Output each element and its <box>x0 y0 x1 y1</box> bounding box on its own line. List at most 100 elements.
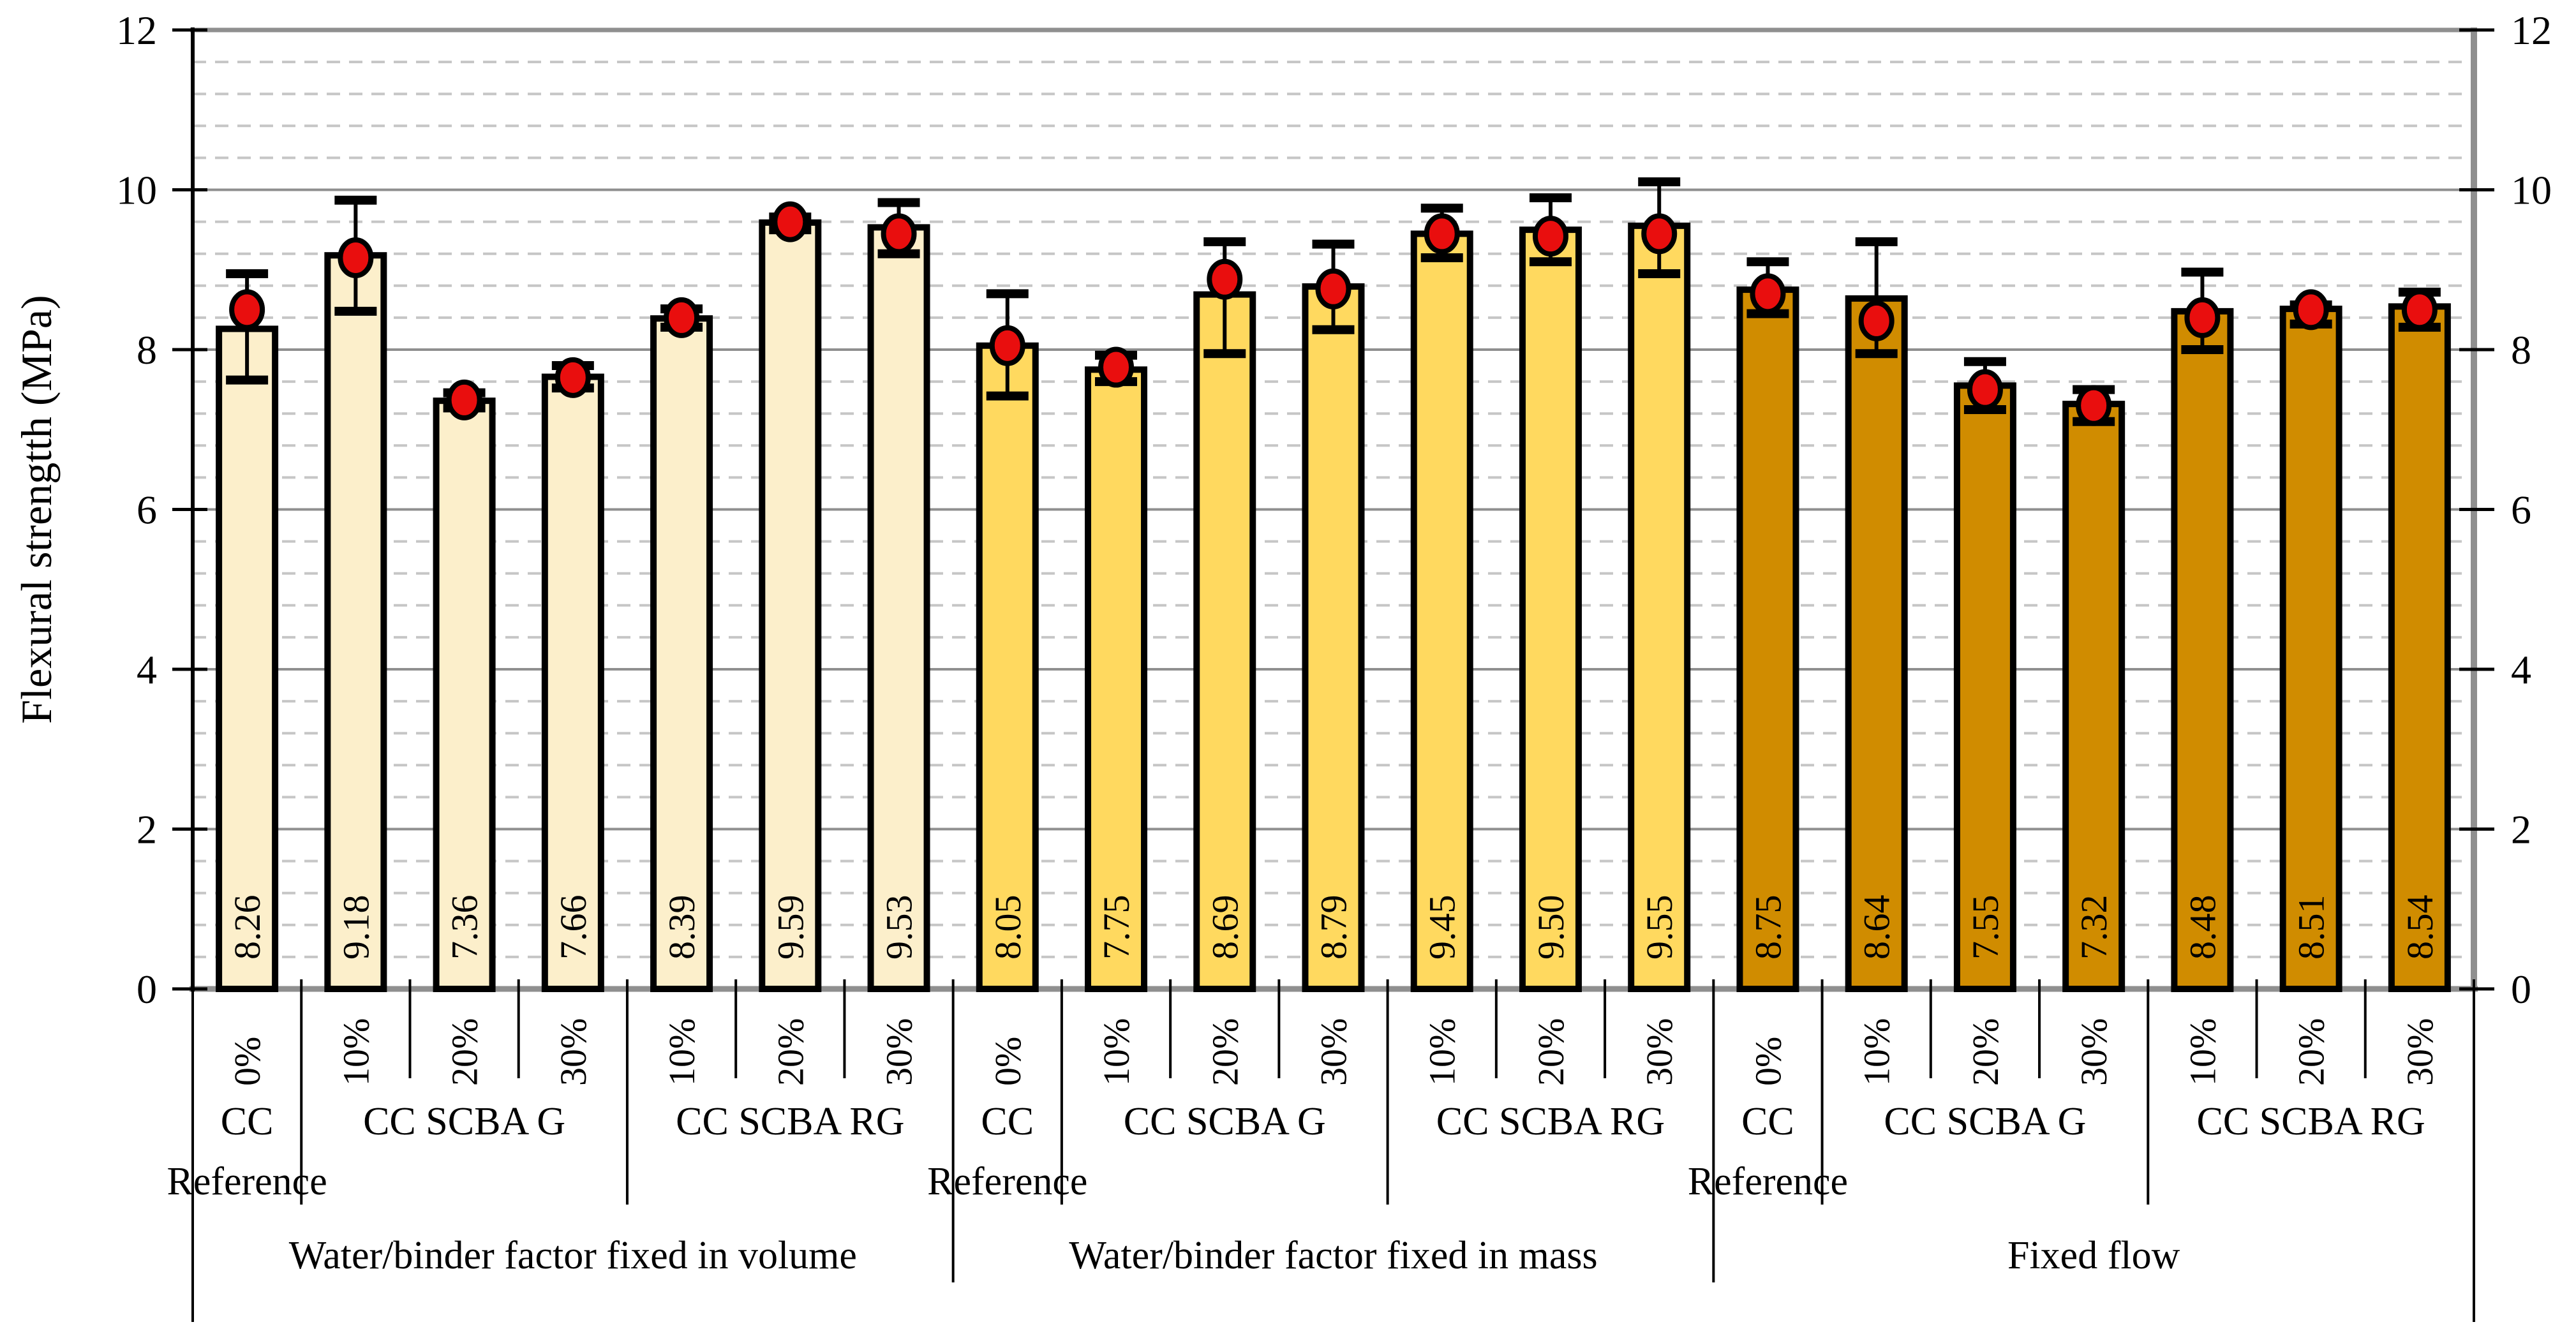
bar <box>2388 303 2451 992</box>
category-tick-label: 30% <box>2073 1018 2115 1086</box>
mean-marker <box>1315 268 1351 309</box>
bar <box>541 373 604 992</box>
bar <box>1193 291 1256 992</box>
mean-marker <box>1207 258 1243 300</box>
bar <box>1628 222 1691 992</box>
subgroup-label: CC SCBA G <box>363 1100 565 1143</box>
bar-value-label: 8.05 <box>987 895 1029 960</box>
mean-marker <box>1532 216 1568 257</box>
category-tick-label: 20% <box>770 1018 811 1086</box>
bar-value-label: 9.53 <box>879 895 920 960</box>
bar <box>1302 283 1365 992</box>
category-tick-label: 20% <box>1530 1018 1572 1086</box>
bar-value-label: 8.79 <box>1313 895 1355 960</box>
category-tick-label: 20% <box>1965 1018 2006 1086</box>
category-tick-label: 10% <box>1096 1018 1137 1086</box>
group-label: Water/binder factor fixed in volume <box>289 1234 857 1277</box>
bar-value-label: 8.69 <box>1204 895 1246 960</box>
category-tick-label: 20% <box>1204 1018 1246 1086</box>
bar <box>1845 295 1908 993</box>
category-tick-label: 30% <box>2399 1018 2441 1086</box>
y-axis-tick-label-left: 6 <box>137 487 157 533</box>
bar-value-label: 7.66 <box>553 895 594 960</box>
mean-marker <box>1858 300 1895 341</box>
category-tick-label: 10% <box>1856 1018 1898 1086</box>
bar-value-label: 7.55 <box>1965 895 2006 960</box>
category-tick-label: 10% <box>661 1018 703 1086</box>
category-tick-label: 20% <box>2291 1018 2332 1086</box>
y-axis-tick-label-right: 0 <box>2511 967 2531 1012</box>
subgroup-label: CC <box>981 1100 1034 1143</box>
category-tick-label: 30% <box>879 1018 920 1086</box>
mean-marker <box>1641 213 1678 255</box>
bar-value-label: 8.48 <box>2182 895 2223 960</box>
mean-marker <box>2401 289 2438 330</box>
subgroup-label: CC <box>1741 1100 1794 1143</box>
mean-marker <box>2184 297 2221 338</box>
mean-marker <box>664 297 700 338</box>
mean-marker <box>1098 346 1135 388</box>
bar-value-label: 9.59 <box>770 895 811 960</box>
bar <box>1410 230 1473 993</box>
bar <box>1736 286 1799 992</box>
bar-value-label: 7.75 <box>1096 895 1137 960</box>
bar-value-label: 9.45 <box>1422 895 1463 960</box>
group-label: Fixed flow <box>2007 1234 2180 1277</box>
bar <box>433 397 496 992</box>
category-tick-label: 0% <box>227 1037 268 1086</box>
mean-marker <box>555 357 591 398</box>
bar-value-label: 9.18 <box>335 895 376 960</box>
mean-marker <box>772 201 808 242</box>
mean-marker <box>1967 369 2003 410</box>
subgroup-label: CC SCBA G <box>1124 1100 1326 1143</box>
bar-value-label: 9.55 <box>1639 895 1680 960</box>
y-axis-tick-label-left: 4 <box>137 647 157 692</box>
bar <box>216 325 279 992</box>
bar <box>976 342 1039 992</box>
group-label: Water/binder factor fixed in mass <box>1069 1234 1597 1277</box>
y-axis-tick-label-left: 2 <box>137 807 157 852</box>
bar-value-label: 8.54 <box>2399 895 2441 960</box>
bar-value-label: 7.36 <box>444 895 486 960</box>
y-axis-tick-label-right: 4 <box>2511 647 2531 692</box>
mean-marker <box>2076 385 2112 426</box>
bar-value-label: 7.32 <box>2073 895 2115 960</box>
category-tick-label: 0% <box>1747 1037 1789 1086</box>
bar-value-label: 8.75 <box>1747 895 1789 960</box>
bar <box>324 252 387 993</box>
bar <box>2171 308 2234 992</box>
mean-marker <box>2293 289 2329 330</box>
mean-marker <box>881 213 917 255</box>
category-tick-label: 30% <box>1313 1018 1355 1086</box>
y-axis-tick-label-right: 10 <box>2511 168 2552 213</box>
bar-value-label: 8.51 <box>2291 895 2332 960</box>
y-axis-tick-label-left: 10 <box>116 168 157 213</box>
reference-label: Reference <box>167 1160 327 1203</box>
bar <box>2279 306 2342 992</box>
mean-marker <box>1424 213 1460 255</box>
y-axis-tick-label-right: 6 <box>2511 487 2531 533</box>
bar <box>759 219 822 992</box>
mean-marker <box>989 325 1025 366</box>
mean-marker <box>1750 273 1786 315</box>
y-axis-tick-label-left: 12 <box>116 8 157 53</box>
bar-value-label: 8.39 <box>661 895 703 960</box>
bar <box>650 315 713 993</box>
mean-marker <box>229 289 265 330</box>
subgroup-label: CC SCBA RG <box>2196 1100 2425 1143</box>
bar-value-label: 8.26 <box>227 895 268 960</box>
y-axis-title: Flexural strengtth (MPa) <box>12 295 61 724</box>
category-tick-label: 30% <box>1639 1018 1680 1086</box>
mean-marker <box>338 237 374 278</box>
y-axis-tick-label-right: 8 <box>2511 327 2531 373</box>
bar <box>1519 226 1582 992</box>
mean-marker <box>446 379 482 420</box>
category-tick-label: 20% <box>444 1018 486 1086</box>
y-axis-tick-label-right: 2 <box>2511 807 2531 852</box>
category-tick-label: 10% <box>1422 1018 1463 1086</box>
y-axis-tick-label-left: 0 <box>137 967 157 1012</box>
subgroup-label: CC SCBA RG <box>676 1100 904 1143</box>
category-tick-label: 0% <box>987 1037 1029 1086</box>
